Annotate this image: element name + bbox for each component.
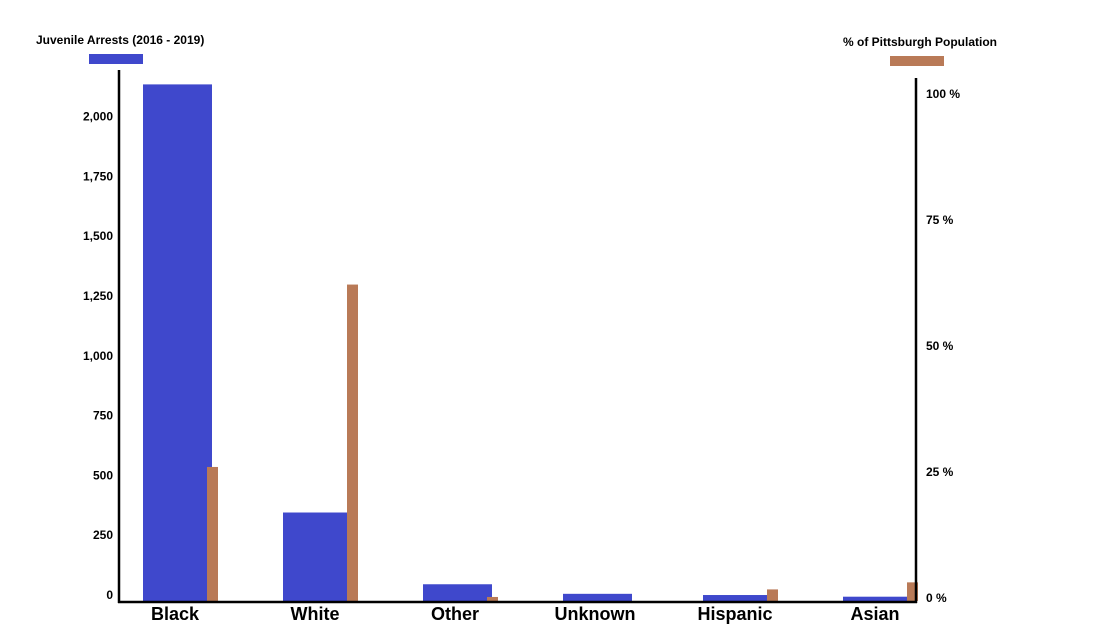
population-bar-white <box>347 284 358 601</box>
left-tick-label: 0 <box>106 588 113 602</box>
category-label-white: White <box>291 604 340 624</box>
bars <box>143 84 918 601</box>
left-tick-label: 250 <box>93 528 113 542</box>
category-label-hispanic: Hispanic <box>697 604 772 624</box>
population-bar-other <box>487 596 498 601</box>
right-tick-label: 0 % <box>926 591 947 605</box>
left-tick-label: 1,000 <box>83 349 113 363</box>
legend-swatch-population <box>890 56 944 66</box>
legend-swatch-arrests <box>89 54 143 64</box>
population-bar-hispanic <box>767 589 778 601</box>
category-label-unknown: Unknown <box>555 604 636 624</box>
arrests-bar-white <box>283 512 352 601</box>
left-axis-ticks: 0 250 500 750 1,000 1,250 1,500 1,750 2,000 <box>83 110 113 602</box>
population-bar-black <box>207 466 218 601</box>
right-tick-label: 100 % <box>926 87 960 101</box>
left-tick-label: 750 <box>93 409 113 423</box>
population-bar-asian <box>907 582 918 601</box>
category-label-asian: Asian <box>850 604 899 624</box>
right-tick-label: 75 % <box>926 213 954 227</box>
legend-label-arrests: Juvenile Arrests (2016 - 2019) <box>36 33 205 47</box>
category-labels: Black White Other Unknown Hispanic Asian <box>151 604 900 624</box>
right-tick-label: 50 % <box>926 339 954 353</box>
right-axis-ticks: 0 % 25 % 50 % 75 % 100 % <box>926 87 960 605</box>
arrests-bar-hispanic <box>703 595 772 601</box>
left-tick-label: 500 <box>93 468 113 482</box>
right-tick-label: 25 % <box>926 465 954 479</box>
category-label-other: Other <box>431 604 479 624</box>
left-tick-label: 1,750 <box>83 169 113 183</box>
left-tick-label: 1,500 <box>83 229 113 243</box>
arrests-bar-asian <box>843 596 912 601</box>
arrests-bar-other <box>423 584 492 601</box>
left-tick-label: 1,250 <box>83 289 113 303</box>
category-label-black: Black <box>151 604 200 624</box>
arrests-bar-unknown <box>563 593 632 601</box>
legend-label-population: % of Pittsburgh Population <box>843 35 997 49</box>
left-tick-label: 2,000 <box>83 110 113 124</box>
arrests-bar-black <box>143 84 212 601</box>
